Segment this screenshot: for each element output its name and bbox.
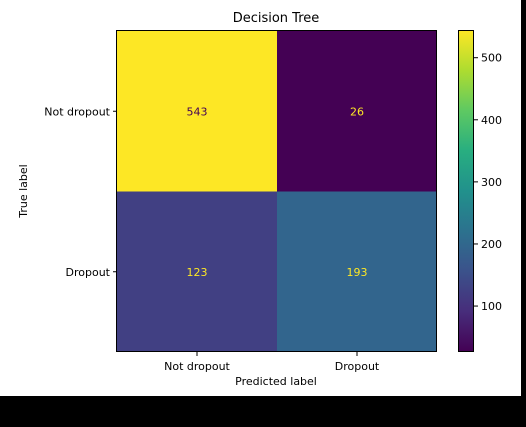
y-axis-label: True label bbox=[17, 164, 30, 218]
cell-value-label: 543 bbox=[187, 105, 208, 118]
heatmap-cells: 543 26 123 193 bbox=[117, 31, 437, 352]
y-tick-label: Not dropout bbox=[44, 105, 110, 118]
colorbar bbox=[458, 30, 474, 352]
colorbar-ticks: 100 200 300 400 500 bbox=[474, 52, 502, 313]
x-tick-label: Not dropout bbox=[164, 360, 230, 373]
y-tick-label: Dropout bbox=[66, 266, 111, 279]
heatmap-cell bbox=[277, 31, 437, 192]
chart-title: Decision Tree bbox=[233, 11, 320, 26]
y-axis-ticks: Not dropout Dropout bbox=[44, 105, 117, 279]
x-axis-label: Predicted label bbox=[235, 375, 317, 388]
colorbar-tick-label: 400 bbox=[481, 114, 502, 127]
colorbar-tick-label: 100 bbox=[481, 300, 502, 313]
x-tick-label: Dropout bbox=[335, 360, 380, 373]
cell-value-label: 26 bbox=[350, 105, 364, 118]
colorbar-tick-label: 200 bbox=[481, 238, 502, 251]
cell-value-label: 193 bbox=[347, 266, 368, 279]
colorbar-tick-label: 300 bbox=[481, 176, 502, 189]
heatmap-cell bbox=[117, 191, 277, 352]
x-axis-ticks: Not dropout Dropout bbox=[164, 352, 380, 373]
heatmap-cell bbox=[277, 191, 437, 352]
heatmap-cell bbox=[117, 31, 277, 192]
colorbar-tick-label: 500 bbox=[481, 52, 502, 65]
cell-value-label: 123 bbox=[187, 266, 208, 279]
plot-frame bbox=[116, 30, 437, 352]
